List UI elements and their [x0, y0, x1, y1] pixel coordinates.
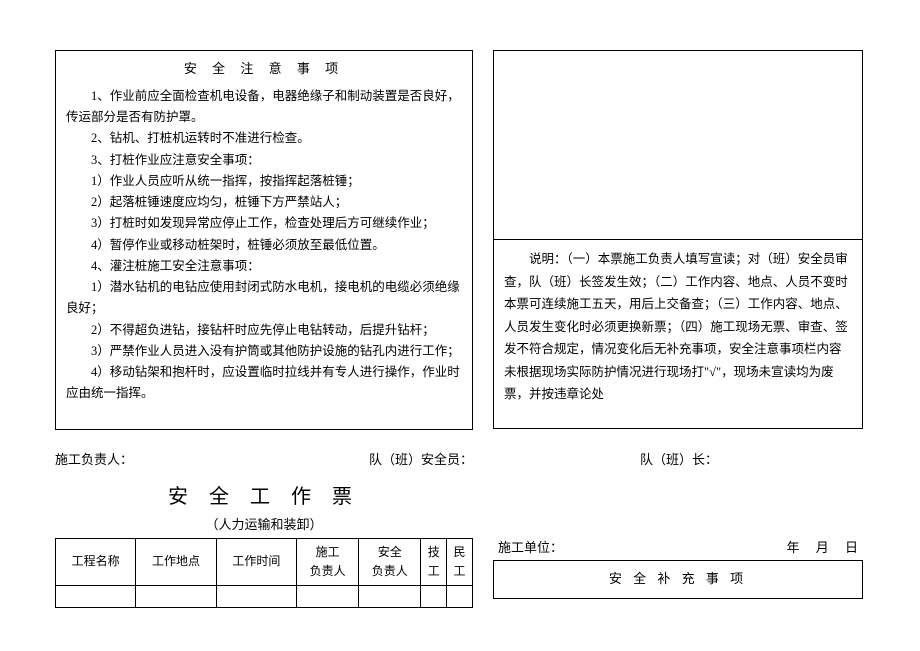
- description-box: 说明：（一）本票施工负责人填写宣读；对（班）安全员审查，队（班）长签发生效；（二…: [493, 240, 863, 429]
- signature-row: 施工负责人： 队（班）安全员： 队（班）长：: [55, 450, 865, 471]
- left-column: 安 全 注 意 事 项 1、作业前应全面检查机电设备，电器绝缘子和制动装置是否良…: [55, 50, 473, 430]
- team-safety-label: 队（班）安全员：: [369, 450, 473, 471]
- table-row: [56, 585, 473, 607]
- team-leader-label: 队（班）长：: [640, 452, 718, 467]
- th-worker: 民 工: [447, 538, 473, 585]
- ticket-subtitle: （人力运输和装卸）: [55, 515, 473, 536]
- note-item: 4、灌注桩施工安全注意事项：: [66, 256, 462, 277]
- safety-notes-title: 安 全 注 意 事 项: [66, 59, 462, 80]
- note-item: 1）潜水钻机的电钻应使用封闭式防水电机，接电机的电缆必须绝缘良好；: [66, 277, 462, 320]
- ticket-title: 安 全 工 作 票: [55, 481, 473, 513]
- description-text: 说明：（一）本票施工负责人填写宣读；对（班）安全员审查，队（班）长签发生效；（二…: [504, 248, 852, 406]
- safety-notes-box: 安 全 注 意 事 项 1、作业前应全面检查机电设备，电器绝缘子和制动装置是否良…: [55, 50, 473, 430]
- safety-notes-content: 1、作业前应全面检查机电设备，电器绝缘子和制动装置是否良好，传运部分是否有防护罩…: [66, 86, 462, 405]
- unit-date-row: 施工单位： 年 月 日: [493, 538, 863, 562]
- note-item: 2）不得超负进钻，接钻杆时应先停止电钻转动，后提升钻杆；: [66, 320, 462, 341]
- date-labels: 年 月 日: [786, 538, 858, 559]
- note-item: 3）严禁作业人员进入没有护筒或其他防护设施的钻孔内进行工作；: [66, 341, 462, 362]
- note-item: 2、钻机、打桩机运转时不准进行检查。: [66, 128, 462, 149]
- supplementary-box: 安 全 补 充 事 项: [493, 561, 863, 599]
- th-tech: 技 工: [421, 538, 447, 585]
- note-item: 2）起落桩锤速度应均匀，桩锤下方严禁站人；: [66, 192, 462, 213]
- unit-label: 施工单位：: [498, 538, 563, 559]
- th-location: 工作地点: [136, 538, 216, 585]
- note-item: 1）作业人员应听从统一指挥，按指挥起落桩锤；: [66, 171, 462, 192]
- note-item: 1、作业前应全面检查机电设备，电器绝缘子和制动装置是否良好，传运部分是否有防护罩…: [66, 86, 462, 129]
- right-upper-empty-box: [493, 50, 863, 240]
- th-time: 工作时间: [216, 538, 296, 585]
- right-bottom-section: 施工单位： 年 月 日 安 全 补 充 事 项: [493, 538, 863, 608]
- note-item: 4）移动钻架和抱杆时，应设置临时拉线并有专人进行操作，作业时应由统一指挥。: [66, 362, 462, 405]
- th-leader: 施工 负责人: [297, 538, 359, 585]
- th-project: 工程名称: [56, 538, 136, 585]
- right-column: 说明：（一）本票施工负责人填写宣读；对（班）安全员审查，队（班）长签发生效；（二…: [493, 50, 863, 430]
- note-item: 3）打桩时如发现异常应停止工作，检查处理后方可继续作业；: [66, 213, 462, 234]
- note-item: 4）暂停作业或移动桩架时，桩锤必须放至最低位置。: [66, 235, 462, 256]
- ticket-table: 工程名称 工作地点 工作时间 施工 负责人 安全 负责人 技 工 民 工: [55, 538, 473, 608]
- construction-leader-label: 施工负责人：: [55, 450, 133, 471]
- note-item: 3、打桩作业应注意安全事项：: [66, 150, 462, 171]
- th-safety: 安全 负责人: [359, 538, 421, 585]
